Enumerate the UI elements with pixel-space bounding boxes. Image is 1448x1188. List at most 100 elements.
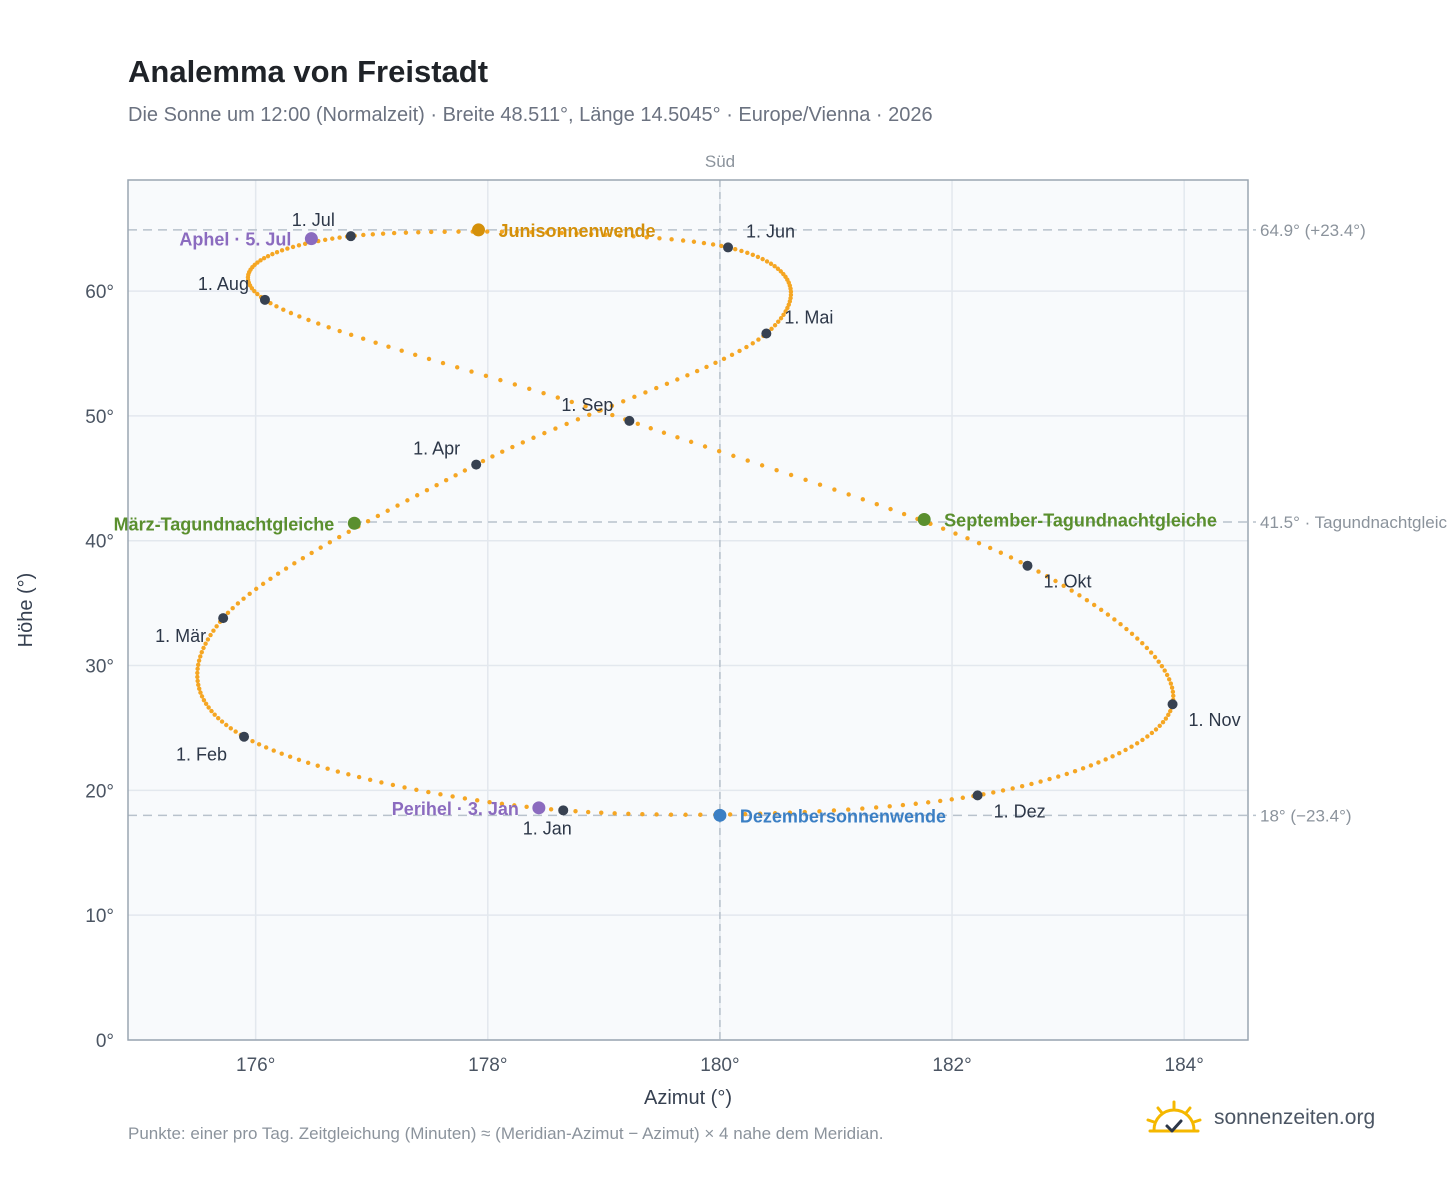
curve-point [775, 266, 781, 271]
curve-point [756, 337, 761, 342]
curve-point [233, 729, 238, 734]
curve-point [212, 712, 217, 717]
curve-point [203, 701, 209, 707]
curve-point [356, 774, 362, 780]
curve-point [831, 808, 837, 813]
curve-point [737, 348, 742, 354]
curve-point [1144, 645, 1150, 651]
curve-point [1159, 663, 1165, 669]
month-point-label: 1. Apr [413, 439, 460, 459]
curve-point [564, 421, 569, 427]
curve-point [361, 232, 366, 238]
chart-subtitle: Die Sonne um 12:00 (Normalzeit) · Breite… [128, 104, 933, 126]
month-point-label: 1. Jul [292, 210, 335, 230]
curve-point [976, 540, 982, 546]
curve-point [1008, 555, 1014, 560]
curve-point [287, 754, 293, 759]
curve-point [281, 307, 286, 312]
curve-point [315, 763, 320, 768]
curve-point [438, 792, 443, 797]
curve-point [1000, 788, 1006, 793]
x-axis-label: Azimut (°) [644, 1087, 732, 1109]
y-tick-label: 0° [96, 1031, 114, 1052]
curve-point [490, 454, 495, 459]
curve-point [255, 291, 260, 297]
curve-point [196, 662, 201, 667]
curve-point [302, 241, 308, 246]
curve-point [887, 804, 892, 809]
curve-point [610, 412, 615, 418]
curve-point [688, 439, 694, 445]
curve-point [544, 230, 549, 235]
curve-point [283, 566, 289, 571]
month-point-label: 1. Aug [198, 274, 249, 294]
plot-area [128, 180, 1248, 1040]
month-point [761, 328, 772, 339]
curve-point [198, 690, 203, 695]
curve-point [832, 487, 837, 492]
curve-point [1084, 597, 1090, 603]
month-point-label: 1. Sep [561, 395, 613, 415]
curve-point [270, 251, 275, 257]
curve-point [198, 654, 203, 659]
curve-point [249, 286, 255, 291]
curve-point [675, 377, 680, 382]
curve-point [757, 811, 763, 816]
curve-point [675, 435, 680, 440]
curve-point [469, 369, 474, 374]
curve-point [860, 806, 865, 811]
curve-point [1080, 766, 1086, 771]
curve-point [768, 261, 774, 266]
curve-point [1088, 763, 1094, 768]
curve-point [1069, 588, 1074, 593]
curve-point [316, 321, 321, 326]
curve-point [263, 745, 269, 750]
curve-point [367, 777, 373, 782]
curve-point [322, 237, 328, 242]
curve-point [403, 230, 409, 235]
curve-point [1171, 693, 1176, 699]
curve-point [424, 487, 430, 493]
curve-point [199, 650, 204, 655]
curve-point [414, 787, 419, 793]
curve-point [745, 458, 750, 463]
curve-point [480, 458, 486, 464]
curve-point [1096, 760, 1101, 765]
curve-point [1160, 719, 1166, 725]
y-tick-label: 10° [85, 906, 114, 927]
curve-point [750, 341, 755, 346]
curve-point [654, 812, 659, 817]
curve-point [785, 305, 790, 311]
curve-point [300, 555, 306, 561]
curve-point [254, 586, 259, 592]
curve-point [205, 637, 211, 642]
curve-point [462, 796, 468, 801]
month-point [558, 805, 569, 816]
axes: 176° 178° 180° 182° 184° 0° 10° 20° 30° 40° 50° 60° [85, 282, 1204, 1076]
curve-point [1167, 677, 1172, 682]
curve-point [787, 810, 793, 815]
month-point [723, 242, 734, 253]
month-point [1022, 560, 1033, 571]
brand-logo[interactable]: sonnenzeiten.org [1146, 1100, 1375, 1136]
curve-point [260, 581, 266, 587]
curve-point [296, 757, 302, 762]
curve-point [542, 430, 547, 436]
curve-point [998, 550, 1004, 555]
curve-point [309, 550, 314, 556]
curve-point [199, 694, 205, 699]
curve-point [803, 477, 808, 483]
curve-point [414, 493, 420, 498]
special-point [304, 232, 318, 246]
month-point [218, 613, 229, 624]
curve-point [219, 719, 225, 724]
curve-point [1047, 776, 1052, 782]
special-point [347, 516, 361, 530]
curve-point [772, 264, 777, 269]
curve-point [527, 386, 532, 391]
curve-point [256, 742, 262, 747]
curve-point [1053, 578, 1058, 584]
curve-point [405, 498, 410, 503]
curve-point [668, 812, 674, 817]
curve-point [209, 708, 214, 714]
